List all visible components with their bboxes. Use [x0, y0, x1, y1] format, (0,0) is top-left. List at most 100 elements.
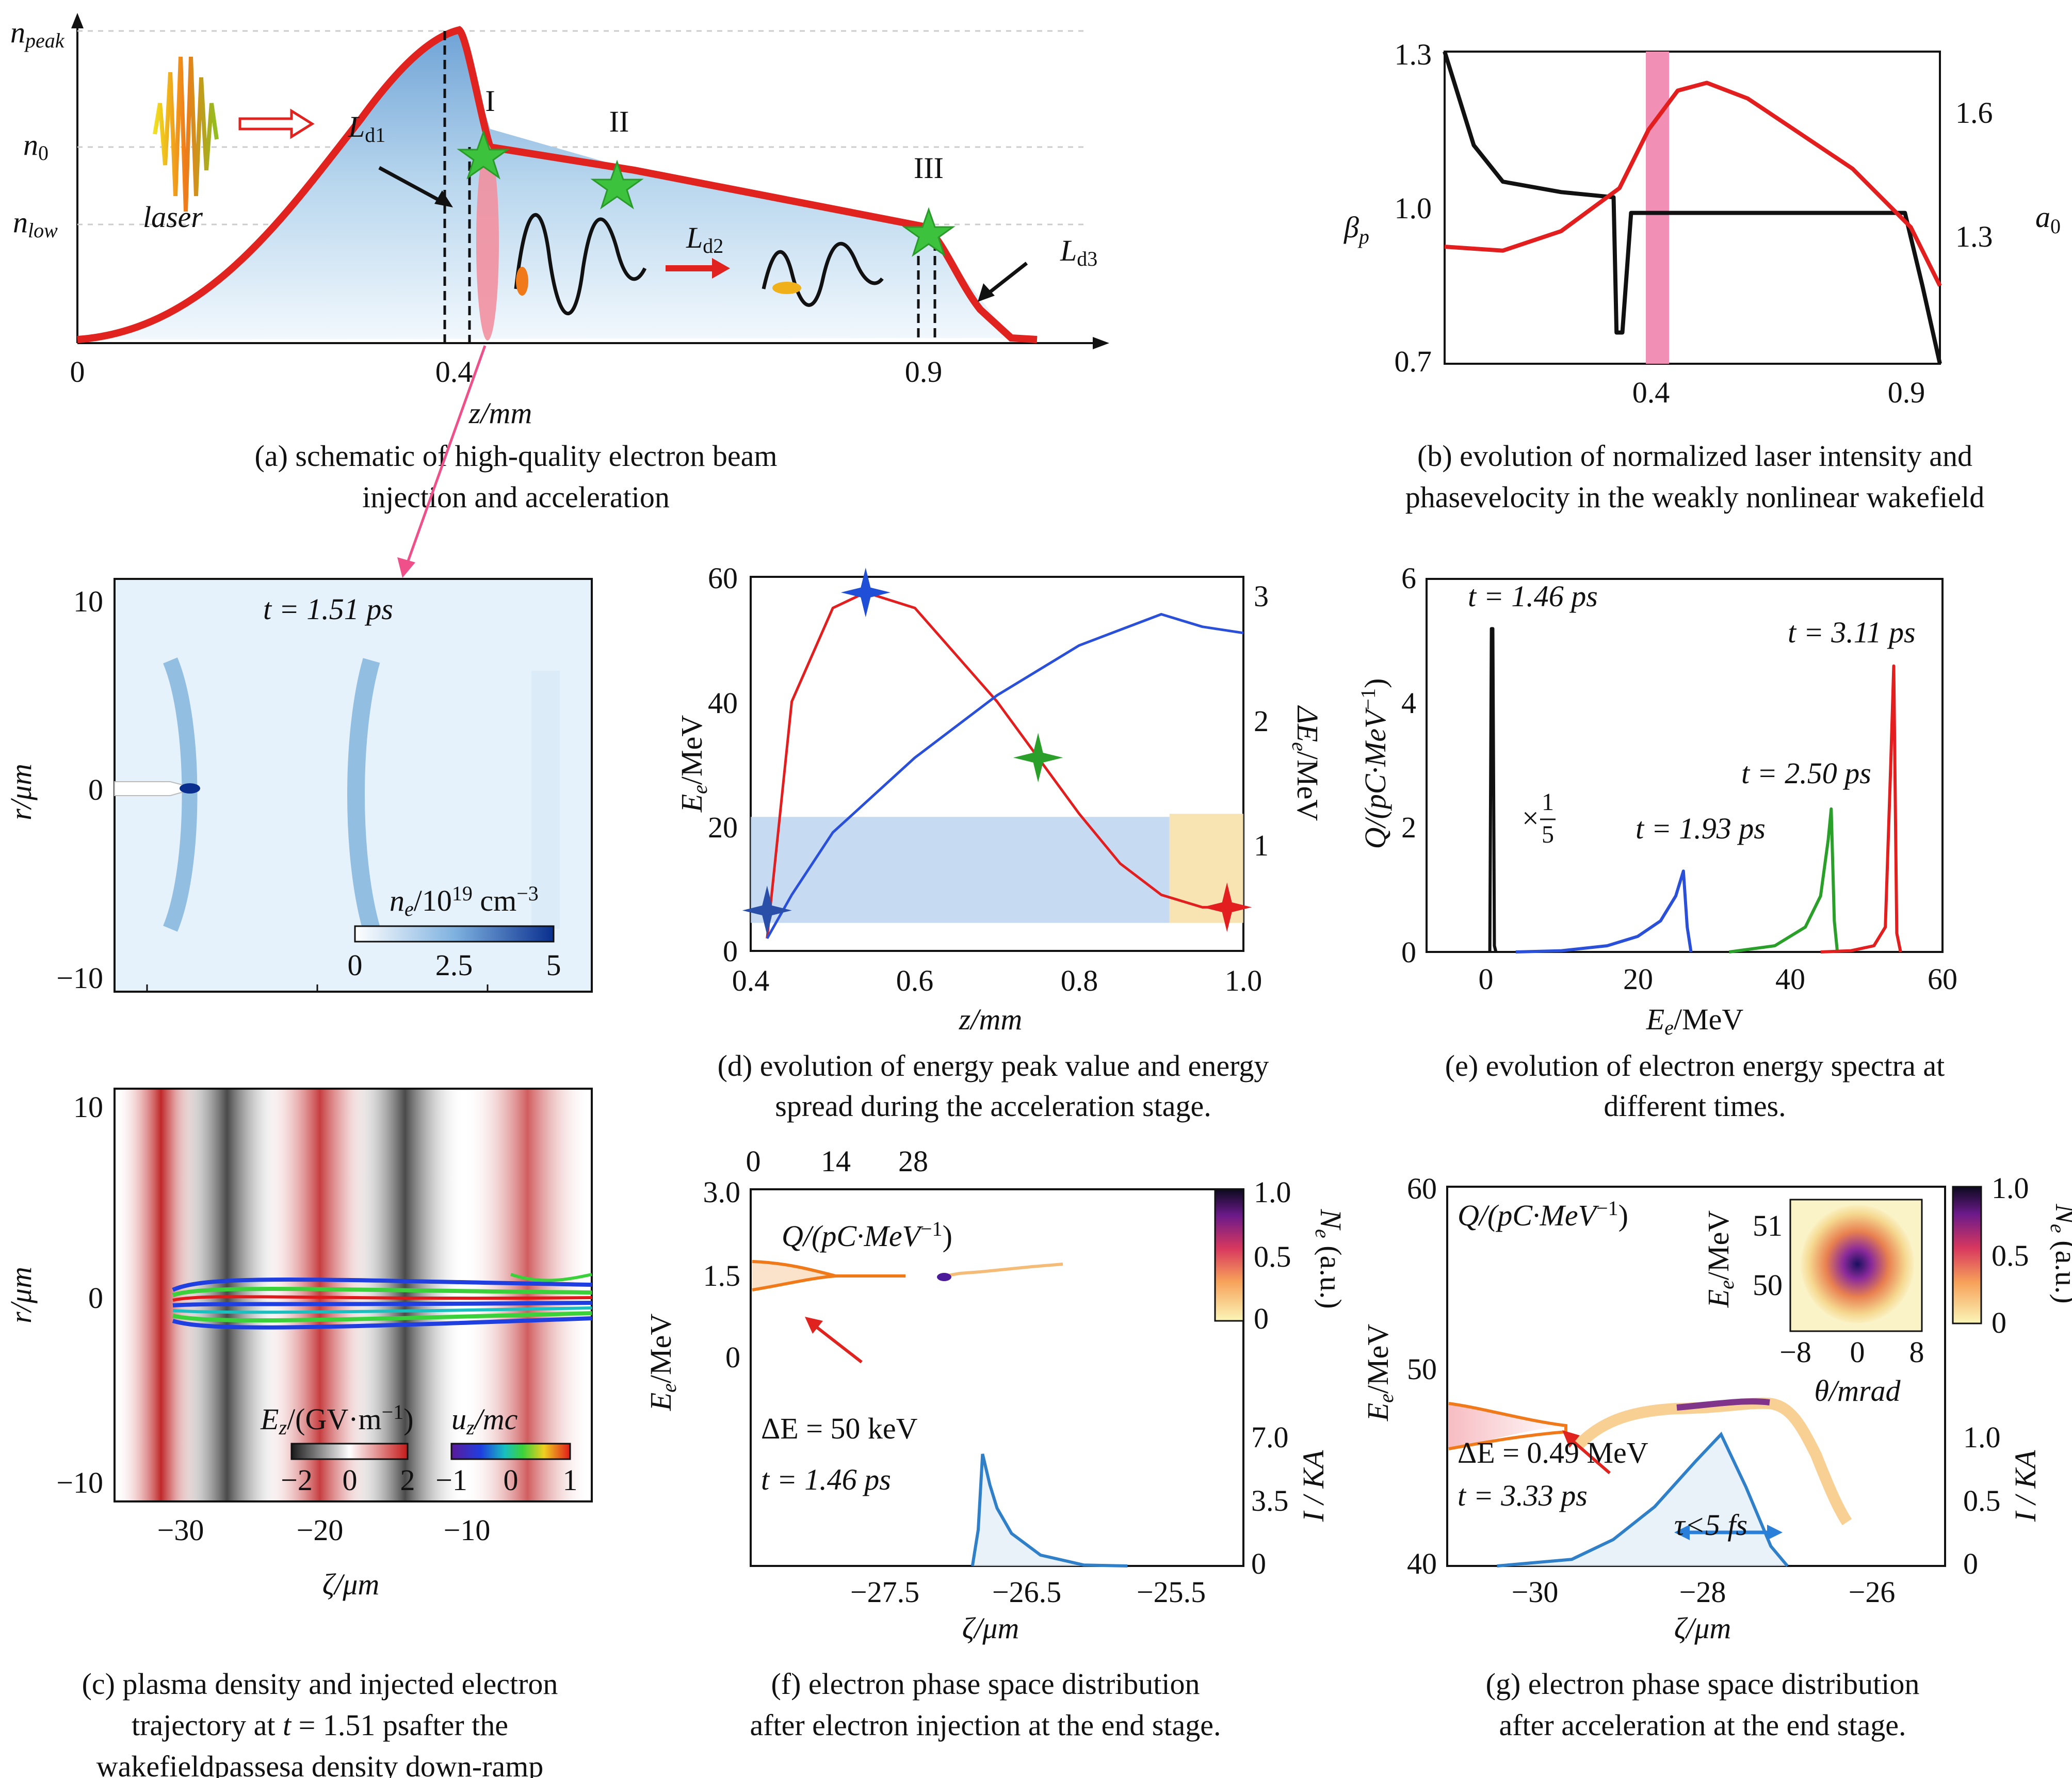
- b-right-tick-1.3: 1.3: [1955, 220, 1993, 253]
- b-highlight-band: [1646, 52, 1669, 364]
- e-spectrum-3.11: [1820, 664, 1902, 953]
- electron-bunch-2: [772, 282, 801, 294]
- g-phase-space-core: [1676, 1398, 1770, 1411]
- ez-colorbar-label: Ez/(GV·m−1): [260, 1400, 414, 1439]
- b-x-tick-0.4: 0.4: [1632, 376, 1670, 409]
- panel-b: 1.3 1.0 0.7 1.6 1.3 0.4 0.9 βp a0 (b) ev…: [1343, 38, 2061, 514]
- c2-y-label: r/μm: [4, 1267, 38, 1323]
- field-band-grey-2: [346, 1090, 464, 1500]
- panel-a-x-arrow: [1093, 337, 1109, 349]
- d-left-tick-20: 20: [708, 811, 738, 844]
- density-colorbar: [354, 925, 555, 943]
- panel-d-plot: [742, 568, 1252, 940]
- g-right-tick-0: 0: [1963, 1547, 1978, 1580]
- ld1-label: Ld1: [348, 110, 385, 147]
- electron-bunch-1: [516, 267, 528, 296]
- panel-g: 60 50 40 1.0 0.5 0 1.0 0.5 0 Ne (a.u.) −…: [1361, 1171, 2072, 1742]
- b-left-tick-1.0: 1.0: [1395, 191, 1432, 225]
- panel-c-fields: Ez/(GV·m−1) uz/mc −2 0 2 −1 0 1 10 0 −10…: [4, 1088, 593, 1778]
- panel-d: 60 40 20 0 3 2 1 0.4 0.6 0.8 1.0 Ee/MeV …: [675, 561, 1324, 1123]
- g-colorbar-label: Ne (a.u.): [2046, 1203, 2072, 1303]
- f-y-label: Ee/MeV: [644, 1314, 681, 1412]
- d-x-tick-0.4: 0.4: [732, 964, 770, 997]
- panel-a-y-arrow: [71, 13, 84, 28]
- f-right-tick-3.5: 3.5: [1251, 1484, 1289, 1517]
- g-pointer: [1570, 1438, 1611, 1475]
- d-left-tick-40: 40: [708, 686, 738, 720]
- a-x-tick-0.9: 0.9: [905, 355, 943, 389]
- f-cb-tick-0: 0: [1254, 1302, 1269, 1335]
- caption-c-line3: wakefieldpassesa density down-ramp: [96, 1750, 544, 1778]
- injection-band: [476, 144, 499, 341]
- e-label-3.11: t = 3.11 ps: [1788, 616, 1916, 649]
- panel-b-plot: [1443, 51, 1942, 364]
- e-y-tick-4: 4: [1401, 686, 1416, 720]
- tau-arrow-right: [1767, 1525, 1783, 1540]
- c1-y-tick-m10: −10: [56, 961, 103, 995]
- n-low-label: nlow: [13, 205, 58, 242]
- uz-colorbar: [450, 1443, 571, 1460]
- g-y-label: Ee/MeV: [1361, 1324, 1398, 1422]
- g-left-tick-60: 60: [1407, 1172, 1437, 1205]
- wake-arc-1: [163, 657, 198, 932]
- e-y-tick-6: 6: [1401, 561, 1416, 595]
- g-cb-tick-0.5: 0.5: [1992, 1239, 2029, 1272]
- ld2-label: Ld2: [686, 221, 723, 257]
- g-inset-y-label: Ee/MeV: [1702, 1210, 1738, 1308]
- b-series-a0: [1444, 80, 1942, 287]
- g-spectrum-line: [1448, 1402, 1567, 1450]
- f-left-tick-1.5: 1.5: [703, 1259, 741, 1292]
- ez-tick-2: 2: [400, 1463, 415, 1497]
- f-spectrum-line: [752, 1260, 905, 1291]
- d-left-tick-60: 60: [708, 561, 738, 595]
- d-right-tick-1: 1: [1254, 829, 1269, 862]
- c-cb-tick-0: 0: [348, 948, 363, 982]
- f-x-tick-m27.5: −27.5: [850, 1575, 919, 1609]
- f-right-tick-7.0: 7.0: [1251, 1420, 1289, 1454]
- f-right-label: I / KA: [1297, 1450, 1330, 1522]
- g-colorbar: [1952, 1186, 1982, 1324]
- g-cb-tick-1.0: 1.0: [1992, 1171, 2029, 1205]
- g-inset-x-tick-m8: −8: [1779, 1335, 1811, 1369]
- caption-c-line1: (c) plasma density and injected electron: [82, 1667, 558, 1701]
- wake-wave-2: [762, 241, 884, 307]
- electron-trajectories: [172, 1273, 592, 1330]
- panel-f: 0 14 28 3.0 1.5 0 7.0 3.5 0 1.0 0.5 0 Ne…: [644, 1144, 1348, 1742]
- f-phase-space-core: [937, 1273, 951, 1281]
- f-delta-label: ΔE = 50 keV: [761, 1412, 918, 1445]
- d-right-tick-3: 3: [1254, 579, 1269, 613]
- ld3-label: Ld3: [1060, 234, 1097, 270]
- b-left-label: βp: [1343, 211, 1369, 248]
- caption-b-line1: (b) evolution of normalized laser intens…: [1417, 439, 1972, 473]
- point-III-label: III: [914, 151, 944, 185]
- g-right-label: I / KA: [2009, 1450, 2042, 1522]
- f-x-tick-m26.5: −26.5: [992, 1575, 1061, 1609]
- uz-tick-1: 1: [563, 1463, 578, 1497]
- caption-e-line1: (e) evolution of electron energy spectra…: [1445, 1049, 1945, 1082]
- caption-a-line2: injection and acceleration: [362, 480, 670, 514]
- e-x-tick-40: 40: [1775, 962, 1805, 996]
- e-scale-num: 1: [1542, 788, 1554, 816]
- f-left-tick-3.0: 3.0: [703, 1175, 741, 1209]
- g-right-tick-1.0: 1.0: [1963, 1420, 2001, 1454]
- uz-tick-0: 0: [504, 1463, 519, 1497]
- panel-b-frame: [1444, 51, 1941, 365]
- caption-d-line1: (d) evolution of energy peak value and e…: [718, 1049, 1269, 1082]
- e-x-tick-20: 20: [1623, 962, 1653, 996]
- d-right-tick-2: 2: [1254, 704, 1269, 738]
- star-III: [902, 207, 956, 257]
- d-marker-1: [840, 568, 891, 618]
- f-pointer-head: [805, 1317, 823, 1334]
- f-phase-space-tail: [938, 1263, 1063, 1279]
- d-marker-0: [742, 885, 792, 935]
- caption-g-line2: after acceleration at the end stage.: [1499, 1708, 1906, 1742]
- g-time-label: t = 3.33 ps: [1458, 1479, 1588, 1512]
- panel-c-density: 0 2.5 5 ne/1019 cm−3 t = 1.51 ps 10 0 −1…: [4, 578, 593, 995]
- f-top-tick-14: 14: [821, 1144, 851, 1178]
- tau-arrow-left: [1674, 1525, 1690, 1540]
- c-time-label: t = 1.51 ps: [263, 592, 393, 626]
- g-tau-label: τ<5 fs: [1674, 1508, 1747, 1542]
- laser-direction-arrow: [238, 108, 315, 139]
- e-x-label: Ee/MeV: [1646, 1003, 1744, 1039]
